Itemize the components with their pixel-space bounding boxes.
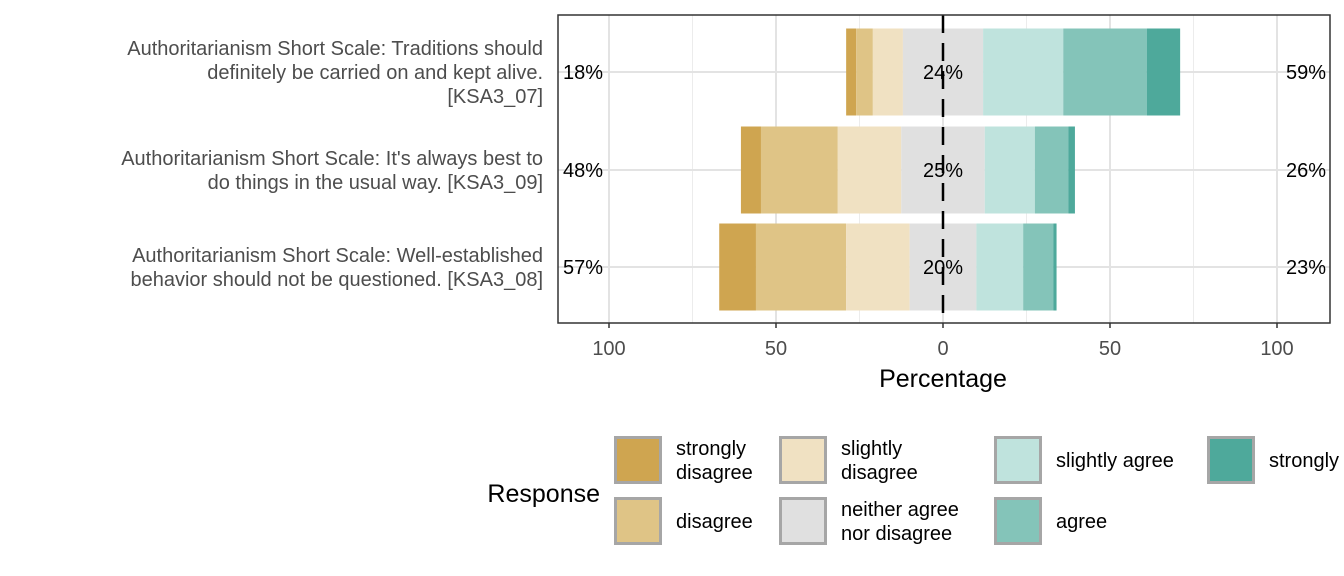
legend-label-6: agree [1056, 511, 1107, 533]
x-tick-label: 50 [765, 338, 787, 360]
item-label: Authoritarianism Short Scale: Traditions… [127, 38, 543, 108]
bar-segment-3-1 [719, 223, 756, 311]
legend-label-5: slightly agree [1056, 450, 1174, 472]
legend-label-line: neither agree [841, 499, 959, 521]
item-label-line: Authoritarianism Short Scale: It's alway… [121, 148, 543, 170]
item-label-line: behavior should not be questioned. [KSA3… [130, 269, 543, 291]
x-tick-label: 100 [1260, 338, 1293, 360]
left-percent-label: 48% [563, 160, 603, 182]
legend-label-2: disagree [676, 511, 753, 533]
item-label-line: [KSA3_07] [447, 86, 543, 108]
bar-segment-1-1 [846, 28, 857, 116]
item-label-line: definitely be carried on and kept alive. [207, 62, 543, 84]
item-label-line: Authoritarianism Short Scale: Traditions… [127, 38, 543, 60]
left-percent-label: 57% [563, 257, 603, 279]
legend-label-4: neither agree nor disagree [841, 499, 959, 545]
bar-segment-2-6 [1034, 126, 1069, 214]
legend-label-line: disagree [676, 462, 753, 484]
bar-segment-3-6 [1023, 223, 1054, 311]
legend-key-1 [614, 436, 662, 484]
panel-border [557, 14, 1331, 324]
bar-segment-1-2 [856, 28, 873, 116]
legend: Response strongly disagreedisagreeslightl… [487, 436, 1344, 545]
bar-segment-2-3 [837, 126, 902, 214]
item-label: Authoritarianism Short Scale: It's alway… [121, 148, 543, 194]
labels-layer: 18% 24% 59%Authoritarianism Short Scale: T… [121, 38, 1326, 291]
item-label: Authoritarianism Short Scale: Well-estab… [130, 245, 543, 291]
right-percent-label: 26% [1286, 160, 1326, 182]
legend-key-5 [994, 436, 1042, 484]
x-tick-label: 100 [592, 338, 625, 360]
bar-segment-1-6 [1063, 28, 1147, 116]
legend-label-3: slightly disagree [841, 438, 918, 484]
bar-segment-3-2 [755, 223, 847, 311]
bar-segment-3-7 [1053, 223, 1057, 311]
legend-label-line: disagree [676, 511, 753, 533]
legend-label-line: strongly agree [1269, 450, 1344, 472]
item-label-line: do things in the usual way. [KSA3_09] [208, 172, 543, 194]
bar-segment-1-7 [1146, 28, 1181, 116]
legend-label-line: slightly [841, 438, 902, 460]
axis-layer: 100 50 0 50 100 [557, 14, 1331, 360]
bar-segment-2-7 [1068, 126, 1075, 214]
legend-key-2 [614, 497, 662, 545]
bar-segment-1-3 [872, 28, 903, 116]
bar-segment-3-3 [846, 223, 910, 311]
right-percent-label: 23% [1286, 257, 1326, 279]
legend-label-7: strongly agree [1269, 450, 1344, 472]
legend-label-line: agree [1056, 511, 1107, 533]
bar-segment-1-5 [983, 28, 1064, 116]
legend-label-line: slightly agree [1056, 450, 1174, 472]
legend-key-6 [994, 497, 1042, 545]
legend-key-7 [1207, 436, 1255, 484]
left-percent-label: 18% [563, 62, 603, 84]
bar-segment-3-5 [976, 223, 1024, 311]
x-tick-label: 50 [1099, 338, 1121, 360]
legend-key-3 [779, 436, 827, 484]
x-tick-label: 0 [937, 338, 948, 360]
legend-label-line: disagree [841, 462, 918, 484]
legend-label-1: strongly disagree [676, 438, 753, 484]
bar-segment-2-5 [984, 126, 1035, 214]
bar-segment-2-1 [740, 126, 761, 214]
right-percent-label: 59% [1286, 62, 1326, 84]
legend-key-4 [779, 497, 827, 545]
legend-label-line: strongly [676, 438, 746, 460]
x-axis-title: Percentage [879, 365, 1007, 393]
legend-label-line: nor disagree [841, 523, 952, 545]
bar-segment-2-2 [760, 126, 838, 214]
legend-title: Response [487, 480, 600, 508]
item-label-line: Authoritarianism Short Scale: Well-estab… [132, 245, 543, 267]
